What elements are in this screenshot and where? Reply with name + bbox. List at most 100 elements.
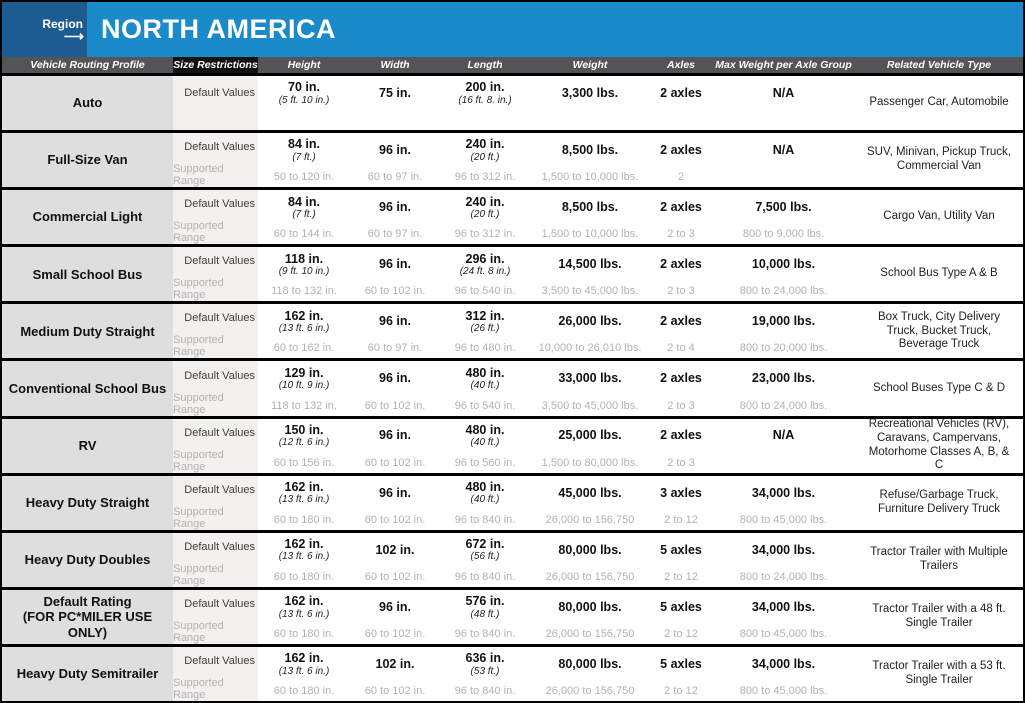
weight-cell: 80,000 lbs. 26,000 to 156,750 lbs. xyxy=(530,590,650,644)
supported-max-axle-weight: 800 to 9,000 lbs. xyxy=(742,228,825,241)
default-max-axle-weight: 23,000 lbs. xyxy=(751,371,816,386)
col-header-axles: Axles xyxy=(666,59,696,71)
default-length-note: (26 ft.) xyxy=(470,323,500,335)
related-vehicle-type: Recreational Vehicles (RV), Caravans, Ca… xyxy=(868,418,1010,472)
default-values-label: Default Values xyxy=(184,597,255,610)
supported-length: 96 to 540 in. xyxy=(454,399,516,412)
supported-range-label: Supported Range xyxy=(173,505,224,530)
related-vehicle-type: School Buses Type C & D xyxy=(872,381,1006,394)
supported-axles: 2 to 3 xyxy=(667,228,695,241)
weight-cell: 3,300 lbs. xyxy=(530,76,650,130)
supported-length: 96 to 840 in. xyxy=(454,513,516,526)
height-cell: 84 in. (7 ft.) 60 to 144 in. xyxy=(258,190,350,244)
axles-cell: 2 axles 2 xyxy=(650,133,712,187)
weight-cell: 26,000 lbs. 10,000 to 26,010 lbs. xyxy=(530,304,650,358)
supported-axles: 2 to 3 xyxy=(667,456,695,469)
default-values-label: Default Values xyxy=(184,141,255,154)
supported-weight: 1,500 to 10,000 lbs. xyxy=(541,228,639,241)
supported-height: 60 to 156 in. xyxy=(273,456,335,469)
width-cell: 96 in. 60 to 102 in. xyxy=(350,476,440,530)
default-height-note: (10 ft. 9 in.) xyxy=(278,380,330,392)
max-axle-weight-cell: 7,500 lbs. 800 to 9,000 lbs. xyxy=(712,190,855,244)
default-width: 96 in. xyxy=(379,200,411,215)
supported-axles: 2 to 3 xyxy=(667,399,695,412)
supported-range-label: Supported Range xyxy=(173,391,224,416)
width-cell: 96 in. 60 to 102 in. xyxy=(350,247,440,301)
default-weight: 14,500 lbs. xyxy=(558,257,622,272)
supported-length: 96 to 840 in. xyxy=(454,627,516,640)
supported-width: 60 to 102 in. xyxy=(364,513,426,526)
default-height: 162 in. xyxy=(284,537,324,552)
default-height: 162 in. xyxy=(284,594,324,609)
supported-range-label: Supported Range xyxy=(173,334,224,359)
size-restrictions-cell: Default Values Supported Range xyxy=(173,361,258,416)
default-values-label: Default Values xyxy=(184,654,255,667)
max-axle-weight-cell: 19,000 lbs. 800 to 20,000 lbs. xyxy=(712,304,855,358)
size-restrictions-cell: Default Values Supported Range xyxy=(173,304,258,359)
height-cell: 150 in. (12 ft. 6 in.) 60 to 156 in. xyxy=(258,419,350,473)
axles-cell: 2 axles 2 to 3 xyxy=(650,247,712,301)
table-header-row: Vehicle Routing Profile Size Restriction… xyxy=(2,57,1023,73)
default-width: 96 in. xyxy=(379,314,411,329)
default-weight: 25,000 lbs. xyxy=(558,428,622,443)
supported-range-label: Supported Range xyxy=(173,677,224,702)
supported-length: 96 to 840 in. xyxy=(454,570,516,583)
length-cell: 576 in. (48 ft.) 96 to 840 in. xyxy=(440,590,530,644)
col-header-length: Length xyxy=(467,59,503,71)
default-weight: 45,000 lbs. xyxy=(558,485,622,500)
axles-cell: 5 axles 2 to 12 xyxy=(650,533,712,587)
default-width: 96 in. xyxy=(379,485,411,500)
length-cell: 200 in. (16 ft. 8. in.) xyxy=(440,76,530,130)
supported-length: 96 to 560 in. xyxy=(454,456,516,469)
region-banner: Region ⟶ NORTH AMERICA xyxy=(2,2,1023,57)
related-vehicle-type: Cargo Van, Utility Van xyxy=(883,210,995,223)
default-width: 96 in. xyxy=(379,371,411,386)
supported-weight: 3,500 to 45,000 lbs. xyxy=(541,399,639,412)
profile-name: Heavy Duty Straight xyxy=(2,475,173,530)
profile-name: Medium Duty Straight xyxy=(2,304,173,359)
supported-height: 50 to 120 in. xyxy=(273,171,335,184)
default-max-axle-weight: 34,000 lbs. xyxy=(751,599,816,614)
default-width: 96 in. xyxy=(379,599,411,614)
max-axle-weight-cell: 10,000 lbs. 800 to 24,000 lbs. xyxy=(712,247,855,301)
supported-height: 60 to 180 in. xyxy=(273,685,335,698)
supported-max-axle-weight: 800 to 24,000 lbs. xyxy=(739,285,828,298)
supported-weight: 1,500 to 80,000 lbs. xyxy=(541,456,639,469)
supported-length: 96 to 312 in. xyxy=(454,228,516,241)
supported-width: 60 to 102 in. xyxy=(364,456,426,469)
default-length: 240 in. xyxy=(465,194,505,209)
size-restrictions-cell: Default Values Supported Range xyxy=(173,418,258,473)
size-restrictions-cell: Default Values Supported Range xyxy=(173,133,258,188)
related-vehicle-type: Passenger Car, Automobile xyxy=(869,96,1009,109)
max-axle-weight-cell: N/A xyxy=(712,133,855,187)
supported-height: 60 to 180 in. xyxy=(273,513,335,526)
col-header-width: Width xyxy=(380,59,410,71)
width-cell: 96 in. 60 to 97 in. xyxy=(350,304,440,358)
length-cell: 480 in. (40 ft.) 96 to 840 in. xyxy=(440,476,530,530)
default-max-axle-weight: 34,000 lbs. xyxy=(751,542,816,557)
default-length: 312 in. xyxy=(465,308,505,323)
weight-cell: 80,000 lbs. 26,000 to 156,750 lbs. xyxy=(530,647,650,701)
default-values-label: Default Values xyxy=(184,369,255,382)
supported-axles: 2 to 12 xyxy=(664,685,698,698)
supported-axles: 2 to 3 xyxy=(667,285,695,298)
weight-cell: 8,500 lbs. 1,500 to 10,000 lbs. xyxy=(530,133,650,187)
default-height-note: (13 ft. 6 in.) xyxy=(278,608,330,620)
table-row: Commercial Light Default Values Supporte… xyxy=(2,187,1023,245)
default-axles: 2 axles xyxy=(660,200,702,215)
default-length-note: (24 ft. 8 in.) xyxy=(459,266,511,278)
default-weight: 8,500 lbs. xyxy=(561,200,619,215)
default-length-note: (40 ft.) xyxy=(470,494,500,506)
width-cell: 96 in. 60 to 97 in. xyxy=(350,190,440,244)
default-height: 162 in. xyxy=(284,308,324,323)
length-cell: 480 in. (40 ft.) 96 to 540 in. xyxy=(440,361,530,415)
default-length-note: (20 ft.) xyxy=(470,208,500,220)
max-axle-weight-cell: 34,000 lbs. 800 to 24,000 lbs. xyxy=(712,533,855,587)
supported-max-axle-weight: 800 to 24,000 lbs. xyxy=(739,570,828,583)
default-max-axle-weight: 7,500 lbs. xyxy=(755,200,812,215)
default-height: 162 in. xyxy=(284,651,324,666)
default-length-note: (40 ft.) xyxy=(470,437,500,449)
default-length: 480 in. xyxy=(465,480,505,495)
supported-max-axle-weight: 800 to 45,000 lbs. xyxy=(739,685,828,698)
profile-name: Conventional School Bus xyxy=(2,361,173,416)
